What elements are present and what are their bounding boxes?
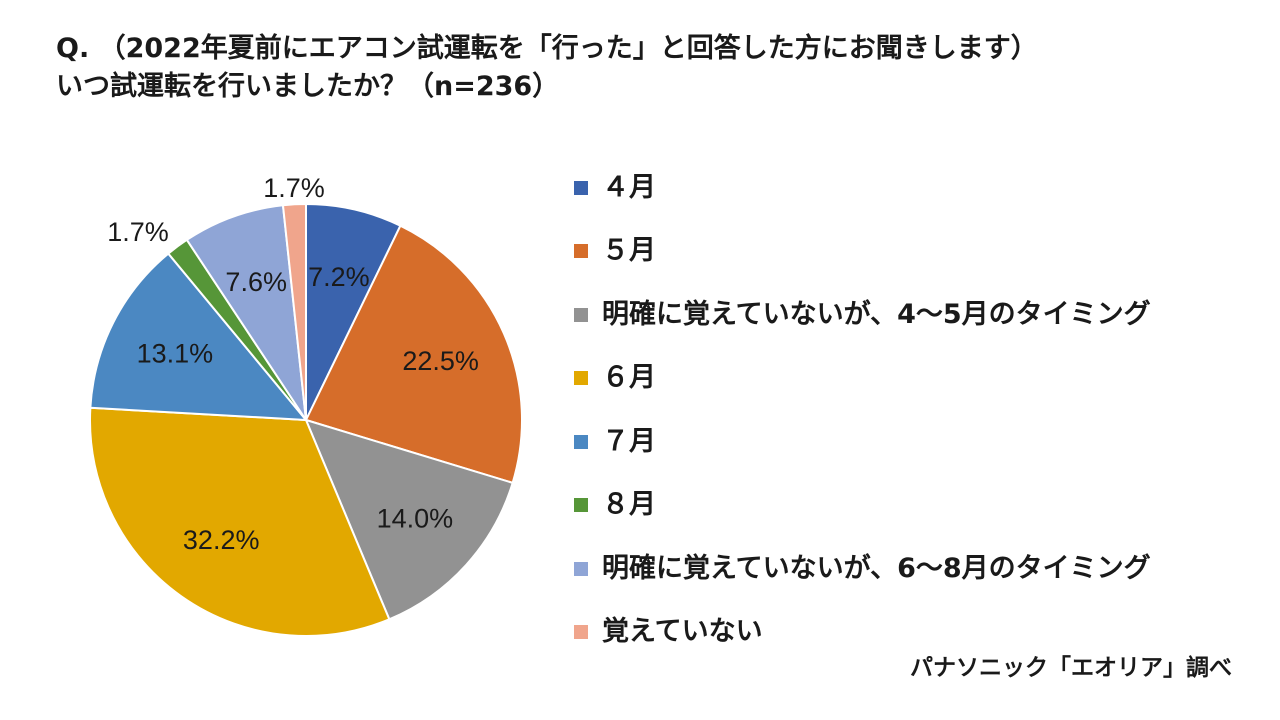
legend-swatch	[574, 498, 588, 513]
slice-data-label: 14.0%	[377, 504, 454, 534]
legend-label: ７月	[602, 425, 656, 457]
legend-label: 明確に覚えていないが、4～5月のタイミング	[602, 298, 1151, 330]
legend-swatch	[574, 561, 588, 576]
legend-swatch	[574, 244, 588, 259]
pie-slice	[185, 204, 307, 421]
legend-label: ５月	[602, 235, 656, 267]
legend-item: ８月	[574, 474, 1264, 538]
slice-data-label: 1.7%	[107, 217, 169, 247]
legend-label: 覚えていない	[602, 616, 763, 648]
question-line-2: いつ試運転を行いましたか？（n=236）	[56, 71, 560, 102]
legend-item: ６月	[574, 347, 1264, 411]
legend-swatch	[574, 625, 588, 640]
legend-item: ４月	[574, 156, 1264, 220]
legend-label: ８月	[602, 489, 656, 521]
legend-label: ６月	[602, 362, 656, 394]
slice-data-label: 7.2%	[308, 262, 370, 292]
pie-slice	[89, 406, 391, 638]
slice-data-label: 32.2%	[183, 525, 260, 555]
slice-data-label: 22.5%	[402, 346, 479, 376]
legend-item: ７月	[574, 410, 1264, 474]
chart-title: Q. （2022年夏前にエアコン試運転を「行った」と回答した方にお聞きします） …	[56, 30, 1236, 106]
legend-label: 明確に覚えていないが、6～8月のタイミング	[602, 552, 1151, 584]
source-credit: パナソニック「エオリア」調べ	[910, 655, 1232, 681]
legend-item: 覚えていない	[574, 601, 1264, 665]
pie-slice	[305, 419, 514, 621]
slice-data-label: 7.6%	[225, 267, 287, 297]
pie-slice	[305, 224, 523, 484]
legend-item: ５月	[574, 220, 1264, 284]
question-line-1: Q. （2022年夏前にエアコン試運転を「行った」と回答した方にお聞きします）	[56, 33, 1038, 64]
legend-swatch	[574, 434, 588, 449]
slice-data-label: 1.7%	[263, 173, 325, 203]
legend-swatch	[574, 307, 588, 322]
legend-item: 明確に覚えていないが、4～5月のタイミング	[574, 283, 1264, 347]
legend-swatch	[574, 371, 588, 386]
legend-label: ４月	[602, 171, 656, 203]
chart-legend: ４月 ５月明確に覚えていないが、4～5月のタイミング ６月 ７月 ８月明確に覚えていない…	[574, 156, 1264, 664]
legend-swatch	[574, 180, 588, 195]
slice-data-label: 13.1%	[137, 339, 214, 369]
pie-slice	[281, 202, 307, 421]
pie-slice	[89, 252, 307, 421]
legend-item: 明確に覚えていないが、6～8月のタイミング	[574, 537, 1264, 601]
